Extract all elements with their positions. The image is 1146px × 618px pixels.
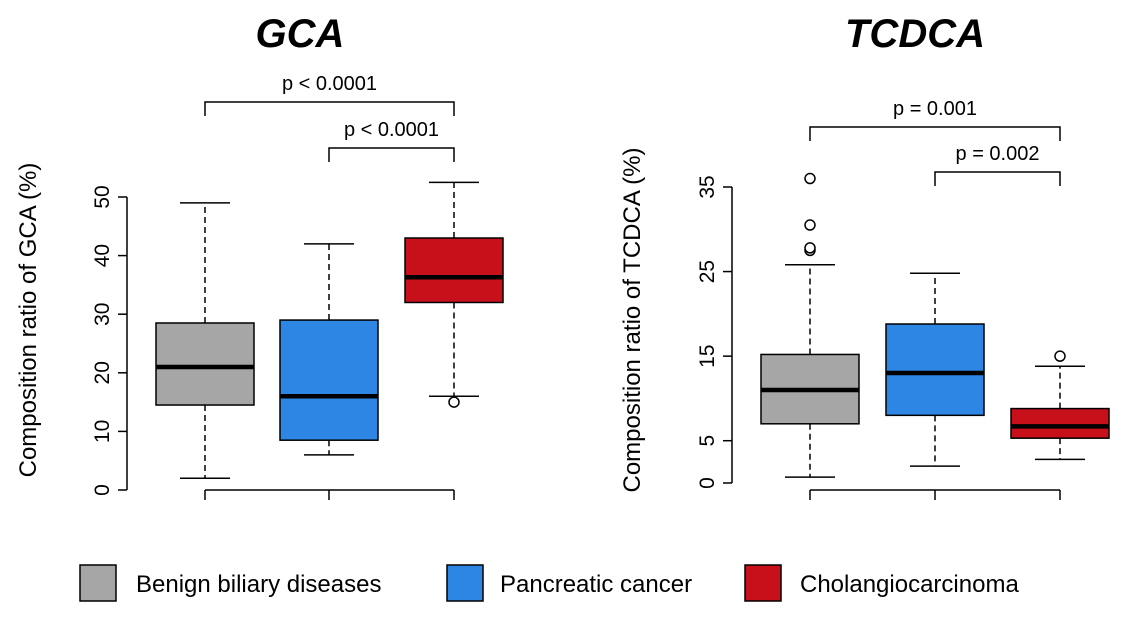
gca-y-tick-label: 50 <box>91 185 114 208</box>
tcdca-y-tick-label: 35 <box>696 175 719 198</box>
gca-y-tick-label: 20 <box>91 361 114 384</box>
gca-benign-box <box>155 322 255 406</box>
gca-y-tick-label: 10 <box>91 420 114 443</box>
panel-gca-y-axis: 0 10 20 30 40 50 <box>91 185 455 500</box>
tcdca-cholangio-box <box>1010 407 1110 439</box>
legend-label-cholangio: Cholangiocarcinoma <box>800 571 1019 598</box>
gca-comparison-bracket <box>328 147 455 162</box>
panel-tcdca-comparisons: p = 0.001 p = 0.002 <box>809 98 1061 186</box>
panel-gca-ylabel: Composition ratio of GCA (%) <box>15 163 42 478</box>
legend-label-pancreatic: Pancreatic cancer <box>500 571 692 598</box>
tcdca-cholangio-outlier <box>1054 350 1066 362</box>
panel-tcdca-boxes <box>760 172 1110 478</box>
tcdca-comparison-label: p = 0.001 <box>893 98 977 120</box>
gca-y-tick-label: 40 <box>91 244 114 267</box>
gca-y-tick-label: 0 <box>91 484 114 496</box>
panel-tcdca-title: TCDCA <box>845 12 985 56</box>
tcdca-benign-outlier <box>804 242 816 254</box>
tcdca-y-tick-label: 0 <box>696 477 719 489</box>
gca-y-tick-label: 30 <box>91 303 114 326</box>
panel-gca-boxes <box>155 181 504 480</box>
tcdca-comparison-label: p = 0.002 <box>956 143 1040 165</box>
panel-tcdca: TCDCA Composition ratio of TCDCA (%) 0 5 1… <box>619 12 1110 500</box>
legend-swatch-pancreatic <box>446 564 484 602</box>
tcdca-y-tick-label: 5 <box>696 435 719 447</box>
tcdca-y-tick-label: 25 <box>696 260 719 283</box>
gca-pancreatic-box <box>279 319 379 441</box>
legend-swatch-benign <box>79 564 117 602</box>
tcdca-comparison-bracket <box>934 171 1061 186</box>
panel-gca: GCA Composition ratio of GCA (%) 0 10 20 30… <box>15 12 504 500</box>
panel-gca-title: GCA <box>256 12 345 56</box>
legend-label-benign: Benign biliary diseases <box>136 571 381 598</box>
tcdca-comparison-bracket <box>809 126 1061 141</box>
panel-tcdca-ylabel: Composition ratio of TCDCA (%) <box>619 148 646 493</box>
tcdca-benign-outlier <box>804 172 816 185</box>
tcdca-benign-outlier <box>804 219 816 231</box>
panel-tcdca-y-axis: 0 5 15 25 35 <box>696 175 1061 500</box>
gca-cholangio-outlier <box>448 396 460 408</box>
gca-comparison-label: p < 0.0001 <box>282 73 377 95</box>
tcdca-pancreatic-box <box>885 323 985 417</box>
panel-gca-comparisons: p < 0.0001 p < 0.0001 <box>204 73 455 162</box>
gca-cholangio-box <box>404 237 504 304</box>
tcdca-y-tick-label: 15 <box>696 344 719 367</box>
gca-comparison-label: p < 0.0001 <box>344 119 439 141</box>
gca-comparison-bracket <box>204 101 455 116</box>
legend: Benign biliary diseases Pancreatic cance… <box>79 564 1019 602</box>
legend-swatch-cholangio <box>744 564 782 602</box>
